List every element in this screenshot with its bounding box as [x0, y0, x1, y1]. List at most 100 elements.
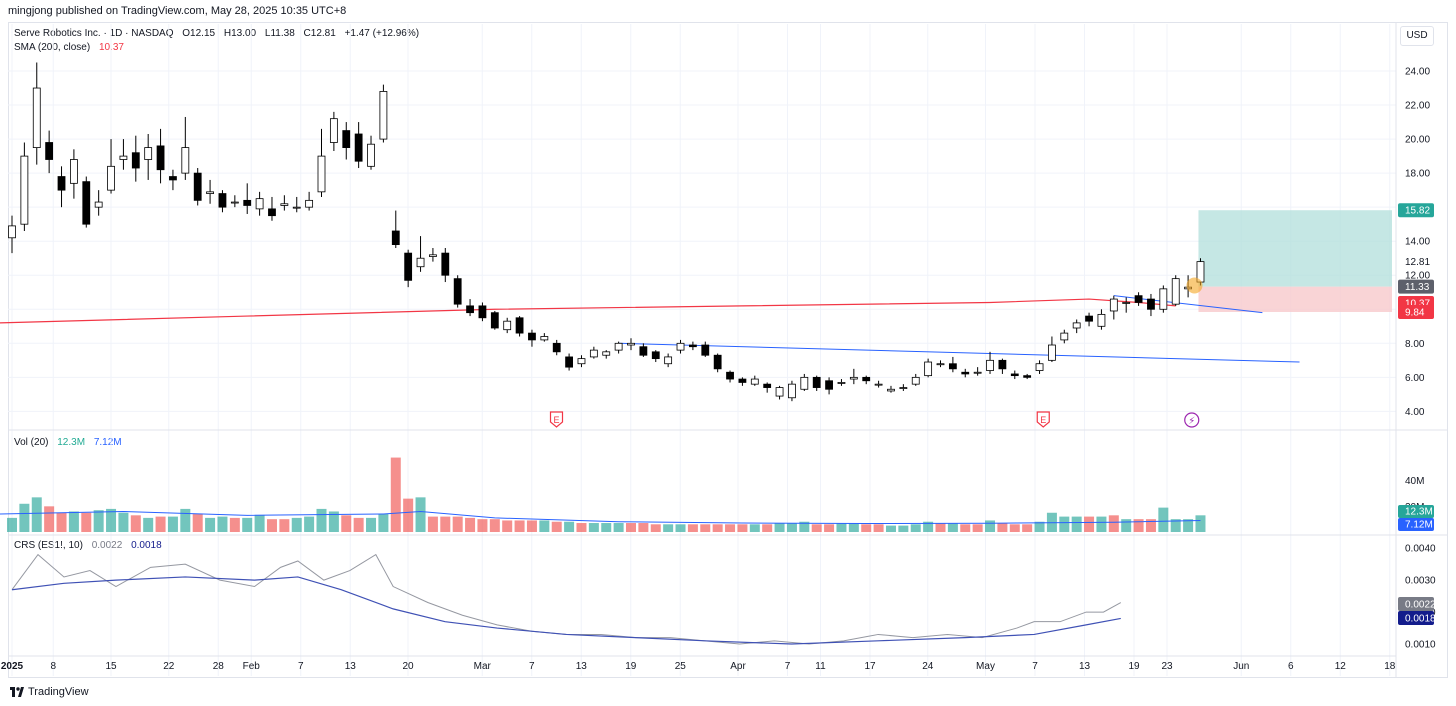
candle [478, 302, 487, 322]
candle-body [750, 378, 759, 385]
candle [986, 351, 994, 374]
candle-body [107, 165, 115, 191]
volume-bar [68, 511, 79, 532]
candle-body [1072, 322, 1081, 329]
volume-bar [712, 524, 723, 532]
candle-body [243, 199, 252, 206]
price-tick-label: 18.00 [1405, 169, 1430, 180]
candle-body [738, 378, 747, 383]
earnings-marker-label: E [1040, 415, 1046, 425]
crs-line [11, 553, 1122, 645]
candle-body [1035, 363, 1044, 371]
candle-body [131, 152, 140, 169]
crs-tick-label: 0.0040 [1405, 544, 1436, 555]
candle [329, 111, 338, 152]
candle [379, 84, 388, 143]
event-marker [1184, 412, 1200, 428]
volume-bar [638, 523, 649, 532]
candle-body [490, 312, 499, 329]
time-tick-label: 8 [50, 661, 56, 672]
candle-body [1023, 375, 1032, 378]
volume-bar [477, 519, 488, 532]
candle [589, 346, 598, 359]
time-tick-label: 22 [163, 661, 175, 672]
volume-bar [353, 517, 364, 532]
candle [552, 339, 561, 356]
candle [503, 317, 512, 334]
volume-tick-label: 40M [1405, 476, 1424, 487]
candle [1134, 292, 1143, 306]
candle [82, 176, 91, 228]
candle [280, 195, 289, 211]
volume-bar [1096, 516, 1107, 532]
tradingview-brand[interactable]: TradingView [10, 686, 89, 698]
candle [775, 385, 784, 400]
ohlc-open: O12.15 [182, 28, 216, 39]
candle-body [466, 305, 474, 314]
volume-bar [613, 523, 624, 532]
time-tick-label: 12 [1335, 661, 1347, 672]
volume-bar [985, 520, 996, 532]
ohlc-close: C12.81 [303, 28, 336, 39]
volume-bar [254, 515, 265, 532]
volume-bar [663, 524, 674, 532]
time-tick-label: 23 [1161, 661, 1173, 672]
candle-body [32, 87, 41, 149]
volume-bar [1009, 524, 1020, 532]
trendline [618, 342, 1300, 363]
volume-bar [601, 523, 612, 532]
volume-bar [1145, 519, 1156, 532]
candle [466, 299, 474, 317]
time-tick-label: 18 [1384, 661, 1396, 672]
volume-bar [167, 516, 178, 532]
volume-bar [93, 510, 104, 532]
volume-bar [836, 523, 847, 532]
volume-bar [539, 520, 550, 532]
candle [218, 190, 227, 213]
candle [825, 377, 833, 395]
volume-bar [898, 525, 909, 532]
volume-bar [848, 523, 859, 532]
candle [973, 367, 982, 376]
candle-body [986, 359, 994, 371]
candle-body [602, 351, 611, 356]
candle-body [899, 387, 908, 389]
crs-tick-label: 0.0010 [1405, 640, 1436, 651]
volume-bar [465, 517, 476, 532]
volume-ma-line [0, 510, 1201, 525]
candle-body [701, 344, 710, 356]
volume-bar [427, 516, 438, 532]
volume-bar [1183, 519, 1194, 532]
volume-bar [130, 515, 141, 532]
price-tag-label: 9.84 [1405, 307, 1425, 318]
price-tag-label: 12.81 [1405, 257, 1430, 268]
candle [763, 382, 772, 393]
candle [317, 128, 326, 197]
candle [738, 377, 747, 386]
volume-bar [180, 508, 191, 532]
candle [924, 358, 933, 378]
candle [961, 368, 970, 378]
volume-bar [675, 524, 686, 532]
volume-bar [304, 516, 315, 532]
candle [416, 236, 425, 272]
candle [602, 350, 611, 359]
time-tick-label: May [976, 661, 995, 672]
candle-body [849, 376, 858, 380]
brand-name: TradingView [28, 686, 89, 698]
candle [676, 339, 685, 354]
candle-body [676, 342, 685, 351]
candle [899, 384, 908, 391]
volume-bar [217, 516, 228, 532]
currency-button[interactable]: USD [1400, 26, 1434, 46]
candle-body [156, 145, 165, 171]
crs-tag-label: 0.0018 [1405, 614, 1436, 625]
time-tick-label: Jun [1233, 661, 1249, 672]
candle-body [1171, 278, 1180, 305]
tradingview-logo-icon [10, 687, 24, 697]
candle [156, 128, 165, 184]
volume-bar [997, 523, 1008, 532]
volume-bar [1071, 516, 1082, 532]
candle [528, 329, 536, 347]
